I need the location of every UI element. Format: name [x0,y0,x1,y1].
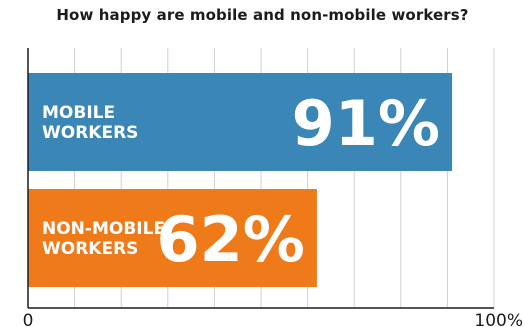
bar [28,73,453,171]
bar-category-label: WORKERS [42,123,138,143]
bar-category-label: WORKERS [42,239,138,259]
tick-label: 100% [474,311,523,327]
bar-value-label: 91% [292,87,440,160]
x-axis: 0 100% [23,48,523,327]
chart-title: How happy are mobile and non-mobile work… [56,6,469,24]
bar-category-label: MOBILE [42,103,115,123]
bar [28,189,317,287]
bar-category-label: NON-MOBILE [42,219,165,239]
bar-value-label: 62% [157,203,305,276]
tick-label: 0 [23,311,34,327]
